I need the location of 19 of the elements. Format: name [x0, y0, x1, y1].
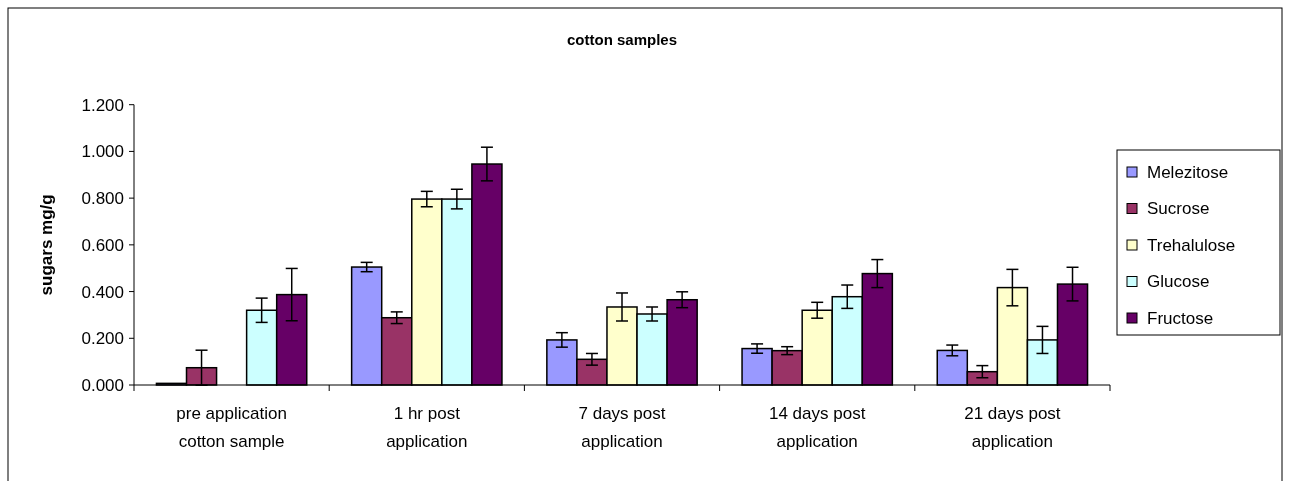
- y-axis-title: sugars mg/g: [37, 194, 56, 296]
- chart-title: cotton samples: [566, 31, 678, 48]
- y-tick-label: 1.000: [81, 142, 124, 162]
- x-tick-label: 1 hr post application: [386, 404, 468, 451]
- x-tick-label: pre application cotton sample: [176, 404, 287, 451]
- legend-label: Sucrose: [1147, 199, 1210, 219]
- x-tick-label: 7 days post application: [578, 404, 666, 451]
- y-tick-label: 0.600: [81, 235, 124, 255]
- x-tick-label: 14 days post application: [769, 404, 866, 451]
- y-tick-label: 0.200: [81, 329, 124, 349]
- y-tick-label: 0.400: [81, 282, 124, 302]
- legend-label: Fructose: [1147, 308, 1214, 328]
- legend-label: Trehalulose: [1147, 235, 1236, 255]
- x-tick-label: 21 days post application: [964, 404, 1061, 451]
- legend-label: Melezitose: [1147, 162, 1229, 182]
- y-tick-label: 0.000: [81, 375, 124, 395]
- y-tick-label: 1.200: [81, 95, 124, 115]
- legend-label: Glucose: [1147, 272, 1210, 292]
- y-tick-label: 0.800: [81, 189, 124, 209]
